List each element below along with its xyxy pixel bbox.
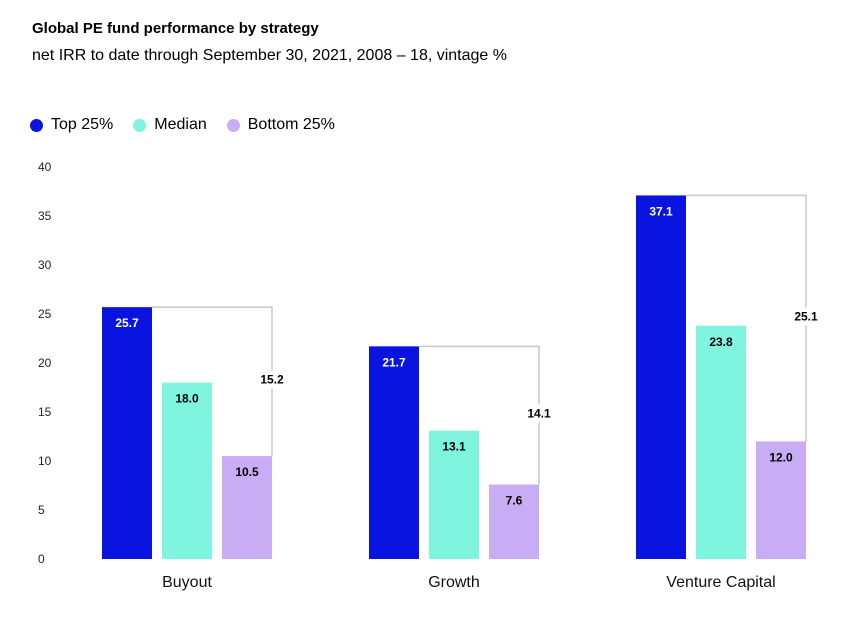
bar [756, 441, 806, 559]
bar-value-label: 21.7 [382, 355, 406, 369]
bar-value-label: 23.8 [709, 335, 733, 349]
legend-item-median: Median [133, 116, 207, 134]
bar-value-label: 13.1 [442, 440, 466, 454]
legend-swatch-top [30, 118, 43, 132]
bar-value-label: 10.5 [235, 465, 259, 479]
spread-bracket [686, 194, 807, 442]
bar [369, 346, 419, 559]
y-tick-label: 20 [38, 356, 52, 370]
legend-swatch-median [133, 118, 147, 132]
legend-swatch-bottom [226, 118, 240, 132]
y-tick-label: 25 [38, 307, 52, 321]
legend-item-bottom: Bottom 25% [226, 116, 335, 134]
spread-label: 15.2 [260, 373, 284, 387]
legend-label-bottom: Bottom 25% [247, 116, 335, 133]
bar-value-label: 12.0 [769, 450, 793, 464]
y-tick-label: 10 [38, 454, 52, 468]
spread-bracket [419, 345, 540, 485]
bar [429, 430, 479, 559]
spread-label: 14.1 [527, 406, 551, 420]
chart-subtitle: net IRR to date through September 30, 20… [32, 47, 507, 64]
spread-label-bg [519, 404, 559, 423]
y-tick-label: 30 [38, 258, 52, 272]
legend: Top 25% Median Bottom 25% [30, 116, 355, 134]
y-tick-label: 15 [38, 405, 52, 419]
bar [162, 382, 212, 559]
legend-item-top: Top 25% [30, 116, 113, 134]
chart-title: Global PE fund performance by strategy [32, 20, 319, 37]
y-tick-label: 40 [38, 160, 52, 174]
bar-value-label: 25.7 [115, 316, 139, 330]
bar [489, 484, 539, 559]
bar-value-label: 7.6 [506, 494, 523, 508]
legend-label-median: Median [154, 116, 207, 133]
bar [102, 307, 152, 559]
bar-value-label: 18.0 [175, 392, 199, 406]
spread-label: 25.1 [794, 309, 818, 323]
spread-label-bg [252, 370, 292, 389]
spread-label-bg [786, 307, 826, 326]
x-category-label: Growth [428, 574, 480, 591]
bar-value-label: 37.1 [649, 204, 673, 218]
y-tick-label: 0 [38, 552, 45, 566]
bar [696, 325, 746, 559]
bar [636, 195, 686, 560]
spread-bracket [152, 306, 273, 457]
y-tick-label: 5 [38, 503, 45, 517]
y-tick-label: 35 [38, 209, 52, 223]
legend-label-top: Top 25% [51, 116, 114, 133]
x-category-label: Buyout [162, 574, 212, 591]
x-category-label: Venture Capital [666, 574, 775, 591]
bar [222, 456, 272, 559]
